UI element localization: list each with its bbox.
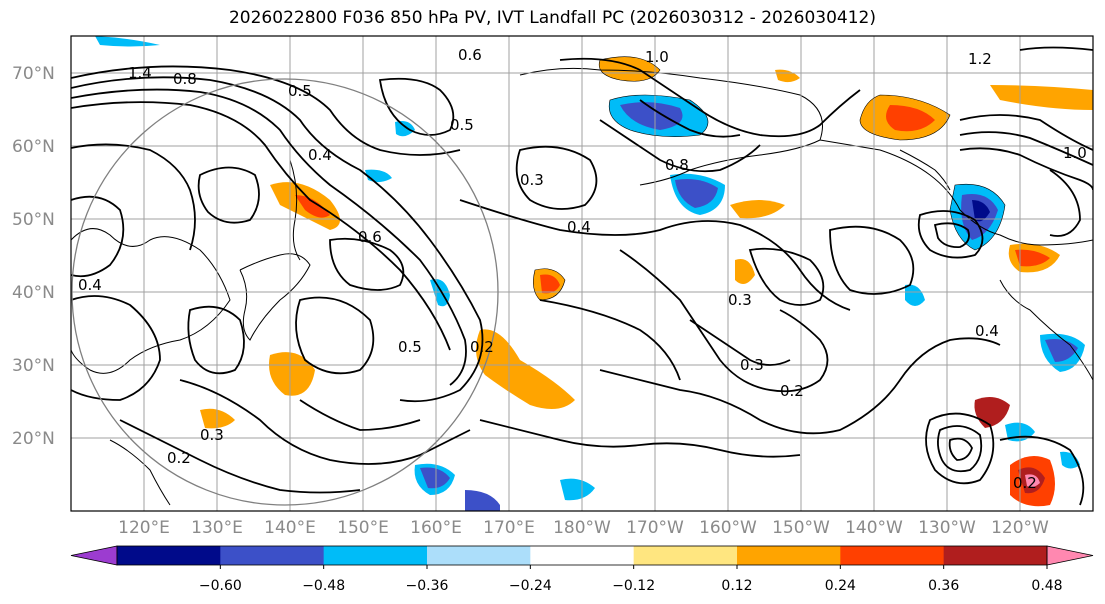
contour-label: 1.0 [1063, 144, 1087, 162]
colorbar-segment [323, 546, 428, 565]
lat-label: 60°N [12, 137, 55, 157]
lon-label: 120°E [118, 518, 170, 538]
contour-label-group: 0.6 1.0 1.2 1.4 0.8 0.5 0.4 0.3 0.2 0.4 … [78, 46, 1087, 492]
contour-label: 0.5 [398, 338, 422, 356]
colorbar-tick-label: −0.60 [199, 578, 242, 594]
contour-label: 1.4 [128, 64, 152, 82]
colorbar-segment [220, 546, 325, 565]
lat-label: 70°N [12, 64, 55, 84]
lon-label: 120°W [991, 518, 1049, 538]
colorbar-tick-label: −0.36 [406, 578, 449, 594]
negative-anomaly-fills [95, 36, 1085, 511]
lon-label: 130°E [191, 518, 243, 538]
colorbar: −0.60 −0.48 −0.36 −0.24 −0.12 0.12 0.24 0.36 0.4… [70, 545, 1094, 594]
lon-label: 170°W [626, 518, 684, 538]
colorbar-frame [116, 545, 1048, 566]
colorbar-segment [737, 546, 841, 565]
contour-label: 0.2 [167, 449, 191, 467]
pv-contours [71, 46, 1093, 506]
map-plot-area: 0.6 1.0 1.2 1.4 0.8 0.5 0.4 0.3 0.2 0.4 … [71, 36, 1093, 511]
lat-label: 50°N [12, 210, 55, 230]
longitude-labels: 120°E 130°E 140°E 150°E 160°E 170°E 180°… [118, 518, 1049, 538]
contour-label: 0.4 [975, 322, 999, 340]
colorbar-tick-label: −0.12 [612, 578, 655, 594]
contour-label: 0.4 [567, 218, 591, 236]
contour-label: 0.2 [470, 338, 494, 356]
colorbar-segment [530, 546, 635, 565]
lon-label: 180°W [553, 518, 611, 538]
lon-label: 160°E [410, 518, 462, 538]
lon-label: 160°W [699, 518, 757, 538]
lon-label: 130°W [918, 518, 976, 538]
colorbar-segment [633, 546, 738, 565]
colorbar-extension-low [70, 545, 118, 566]
colorbar-segment [943, 546, 1048, 565]
lat-label: 20°N [12, 429, 55, 449]
lat-label: 40°N [12, 283, 55, 303]
contour-label: 0.3 [740, 356, 764, 374]
contour-label: 0.2 [780, 382, 804, 400]
contour-label: 0.8 [173, 70, 197, 88]
colorbar-tick-label: 0.48 [1031, 578, 1062, 594]
colorbar-tick-label: 0.12 [721, 578, 752, 594]
graticule [71, 36, 1093, 511]
contour-label: 0.2 [1013, 474, 1037, 492]
contour-label: 0.4 [308, 146, 332, 164]
lon-label: 140°E [264, 518, 316, 538]
colorbar-segment [840, 546, 945, 565]
contour-label: 0.5 [450, 116, 474, 134]
contour-label: 0.6 [458, 46, 482, 64]
lon-label: 170°E [483, 518, 535, 538]
map-frame [70, 35, 1094, 512]
colorbar-tick-label: 0.24 [825, 578, 856, 594]
lon-label: 140°W [845, 518, 903, 538]
colorbar-segment [117, 546, 221, 565]
colorbar-tick-label: 0.36 [928, 578, 959, 594]
lon-label: 150°E [337, 518, 389, 538]
colorbar-tick-label: −0.24 [509, 578, 552, 594]
colorbar-segment [427, 546, 531, 565]
colorbar-tick-label: −0.48 [302, 578, 345, 594]
contour-label: 0.8 [665, 156, 689, 174]
lat-label: 30°N [12, 356, 55, 376]
fill-edges [533, 56, 1006, 301]
contour-label: 1.0 [645, 48, 669, 66]
contour-label: 0.4 [78, 276, 102, 294]
contour-label: 0.6 [358, 228, 382, 246]
lon-label: 150°W [772, 518, 830, 538]
latitude-labels: 70°N 60°N 50°N 40°N 30°N 20°N [12, 64, 55, 449]
landfall-radius-circle [71, 78, 499, 506]
colorbar-extension-high [1046, 545, 1094, 566]
contour-label: 0.3 [200, 426, 224, 444]
contour-label: 0.5 [288, 82, 312, 100]
contour-label: 0.3 [520, 171, 544, 189]
contour-label: 0.3 [728, 291, 752, 309]
map-title: 2026022800 F036 850 hPa PV, IVT Landfall… [228, 8, 876, 28]
contour-label: 1.2 [968, 50, 992, 68]
positive-anomaly-fills [200, 56, 1093, 507]
